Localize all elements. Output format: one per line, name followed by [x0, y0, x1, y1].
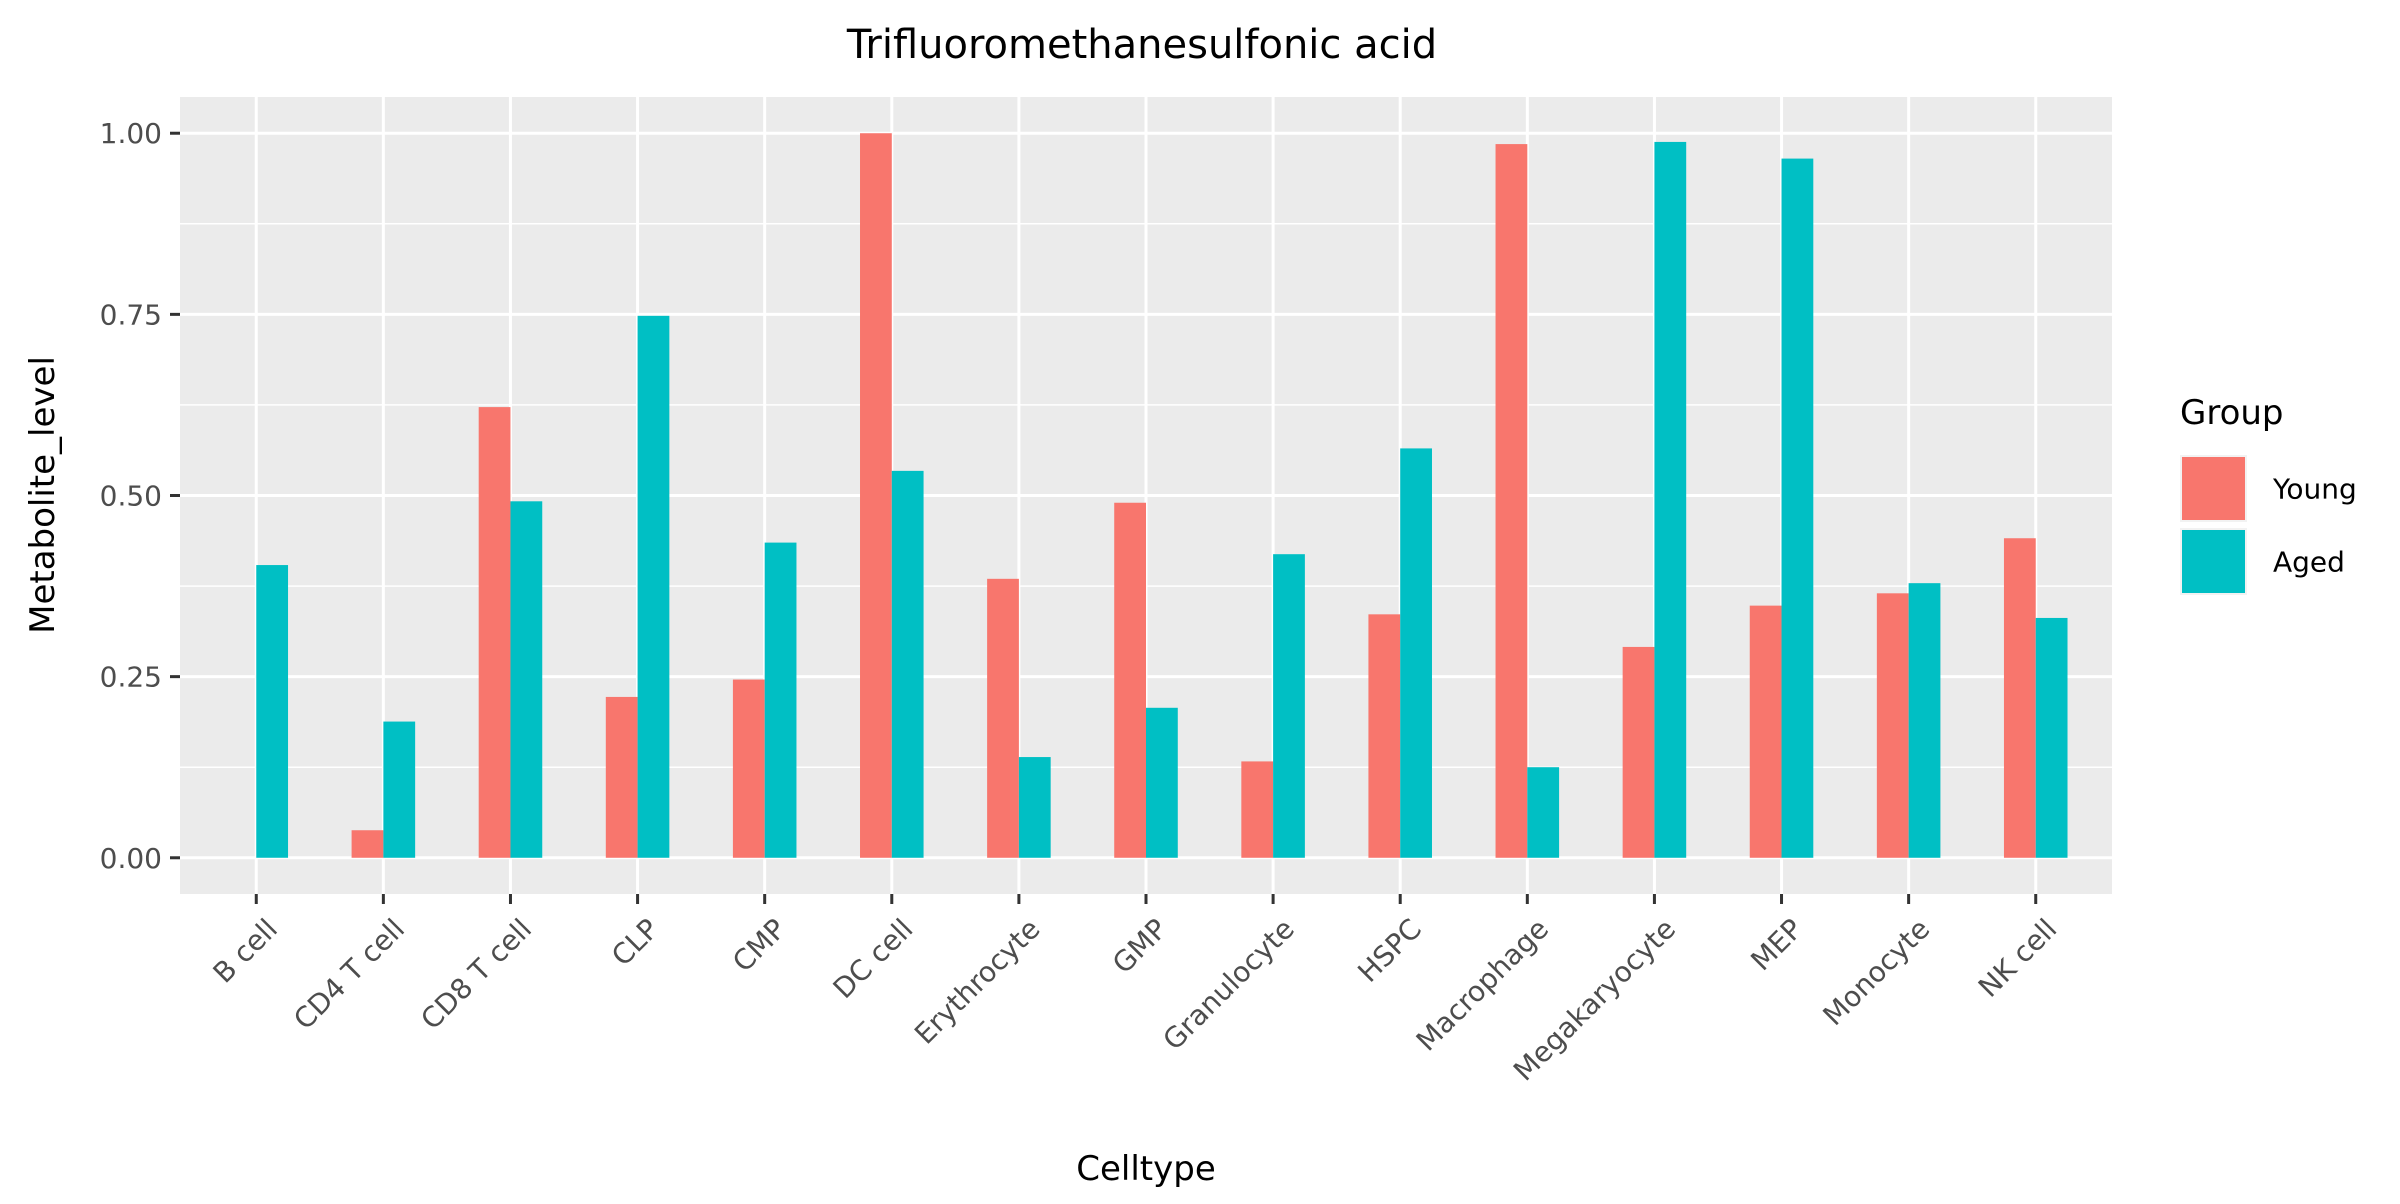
bar-young: [351, 830, 384, 858]
bar-aged: [1527, 767, 1560, 858]
bar-young: [1495, 144, 1528, 858]
bar-young: [1368, 614, 1401, 858]
x-tick-label: CLP: [605, 912, 665, 972]
bar-young: [2003, 538, 2036, 858]
bar-young: [860, 133, 892, 858]
x-tick-label: CD4 T cell: [287, 912, 411, 1036]
x-tick-label: CD8 T cell: [414, 912, 538, 1036]
bar-aged: [1908, 583, 1941, 858]
bar-aged: [1781, 158, 1814, 858]
bar-aged: [256, 565, 289, 858]
legend: Group Young Aged: [2180, 393, 2357, 595]
x-tick-label: GMP: [1106, 912, 1174, 980]
bar-young: [732, 679, 765, 858]
bar-aged: [637, 315, 670, 858]
bar-aged: [2035, 617, 2068, 858]
bar-young: [605, 696, 638, 858]
bars: [256, 133, 2068, 858]
x-tick-label: HSPC: [1351, 912, 1428, 989]
bar-aged: [510, 501, 543, 858]
chart-title: Trifluoromethanesulfonic acid: [846, 22, 1437, 68]
y-axis-title: Metabolite_level: [23, 356, 63, 634]
y-tick-label: 0.25: [100, 661, 162, 694]
x-tick-label: Granulocyte: [1157, 912, 1301, 1056]
bar-young: [1876, 593, 1909, 858]
x-tick-label: Erythrocyte: [908, 912, 1046, 1050]
bar-young: [1622, 646, 1655, 858]
bar-aged: [1654, 141, 1687, 858]
x-tick-label: B cell: [207, 912, 284, 989]
x-axis-title: Celltype: [1076, 1149, 1216, 1189]
bar-young: [1114, 502, 1146, 858]
bar-aged: [383, 721, 416, 858]
y-tick-label: 1.00: [100, 117, 162, 150]
legend-label-young: Young: [2272, 473, 2357, 506]
bar-young: [478, 407, 511, 858]
bar-aged: [891, 470, 924, 858]
bar-young: [1749, 605, 1782, 858]
x-tick-label: CMP: [726, 912, 792, 978]
bar-aged: [764, 542, 797, 858]
x-axis: B cell CD4 T cell CD8 T cell CLP CMP DC cellE…: [207, 894, 2063, 1087]
x-tick-label: DC cell: [827, 912, 920, 1005]
x-tick-label: NK cell: [1972, 912, 2063, 1003]
bar-aged: [1018, 757, 1051, 858]
bar-aged: [1273, 554, 1305, 858]
bar-young: [987, 578, 1019, 858]
x-tick-label: MEP: [1744, 912, 1809, 977]
y-tick-label: 0.00: [100, 842, 162, 875]
bar-young: [1241, 761, 1274, 858]
legend-label-aged: Aged: [2273, 546, 2345, 579]
x-tick-label: Macrophage: [1410, 912, 1555, 1057]
y-tick-label: 0.75: [100, 298, 162, 331]
x-tick-label: Monocyte: [1817, 912, 1937, 1032]
y-tick-label: 0.50: [100, 480, 162, 513]
bar-aged: [1146, 707, 1178, 858]
y-axis: 0.00 0.25 0.50 0.75 1.00: [100, 117, 180, 875]
bar-aged: [1400, 448, 1432, 858]
legend-key-young: [2182, 457, 2245, 520]
legend-key-aged: [2182, 530, 2245, 593]
legend-items: Young Aged: [2180, 455, 2357, 595]
legend-title: Group: [2180, 393, 2284, 433]
